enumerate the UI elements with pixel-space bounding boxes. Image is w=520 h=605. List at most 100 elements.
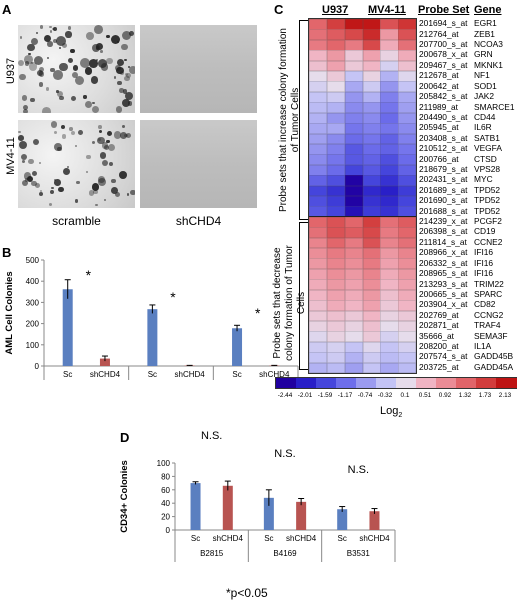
colony-dot [33,56,43,66]
heatmap-cell [362,71,381,82]
heatmap-cell [380,289,399,301]
colony-dot [49,25,52,29]
heatmap-cell [380,310,399,322]
heatmap-cell [362,341,381,353]
colony-dot [130,189,135,196]
gene-label: VPS28 [474,163,501,174]
heatmap-cell [344,133,363,145]
colony-dot [18,135,24,141]
heatmap-cell [344,227,363,239]
heatmap-cell [380,60,399,72]
scale-value-label: 2.13 [498,392,512,399]
probe-set-label: 203408_s_at [419,132,468,143]
heatmap-cell [398,268,417,280]
heatmap-cell [398,123,417,134]
colony-dot [111,178,116,184]
probe-set-label: 208965_s_at [419,268,468,279]
heatmap-cell [309,50,328,62]
heatmap-cell [326,112,346,124]
colony-dot [21,159,25,163]
heatmap-cell [309,248,328,259]
colony-dot [42,106,51,113]
heatmap-cell [326,196,346,207]
bar-shchd4 [222,485,233,530]
colony-dot [70,95,76,101]
heatmap-cell [309,331,328,343]
colony-dot [71,72,78,78]
colony-dot [115,191,121,197]
colony-dot [69,48,75,54]
heatmap-cell [398,91,417,103]
colony-dot [50,121,58,128]
bar-label: Sc [63,370,72,379]
heatmap-cell [362,248,381,259]
scale-swatch [496,378,517,388]
colony-dot [91,76,99,84]
heatmap-cell [362,268,381,280]
heatmap-cell [326,320,346,332]
heatmap-cell [398,29,417,41]
gene-label: TRIM22 [474,278,504,289]
heatmap-cell [344,19,363,30]
heatmap-cell [326,216,346,228]
scale-value-label: 0.1 [400,392,410,399]
colony-dot [111,186,119,194]
heatmap-cell [380,123,399,134]
heatmap-cell [309,362,328,374]
colony-dot [30,98,35,103]
colony-dot [84,67,93,75]
scale-swatch [296,378,317,388]
gene-label: MKNK1 [474,59,503,70]
heatmap-cell [398,102,417,114]
colony-dot [19,73,26,81]
colony-dot [120,132,127,140]
heatmap-cell [380,227,399,239]
heatmap-cell [398,164,417,176]
heatmap-cell [380,248,399,259]
y-tick-label: 200 [26,320,40,329]
colony-dot [101,159,109,167]
colony-dot [117,81,122,86]
heatmap-cell [309,320,328,332]
bar-sc [337,509,348,530]
heatmap-cell [344,289,363,301]
probe-set-label: 200665_s_at [419,288,468,299]
heatmap-cell [380,50,399,62]
heatmap-cell [362,19,381,30]
probe-set-label: 201690_s_at [419,195,468,206]
probe-set-label: 201694_s_at [419,18,468,29]
scale-value-label: 1.73 [478,392,492,399]
colony-dot [74,199,78,203]
colony-dot [18,59,25,66]
y-tick-label: 80 [161,472,170,481]
bar-label: shCHD4 [175,370,206,379]
scale-swatch [376,378,397,388]
heatmap-cell [326,227,346,239]
heatmap-cell [326,29,346,41]
colony-dot [31,180,37,187]
colony-dot [106,57,113,65]
heatmap-cell [326,81,346,93]
colony-dot [46,57,50,60]
bar-label: Sc [191,534,200,543]
footnote-pvalue: *p<0.05 [226,586,268,600]
colony-dot [85,170,88,173]
y-tick-label: 100 [26,341,40,350]
heatmap-cell [309,300,328,311]
heatmap-bracket-bottom [299,222,308,370]
gene-label: EGR1 [474,18,497,29]
colony-dot [106,34,110,39]
heatmap-cell [362,185,381,197]
colony-dot [57,90,64,97]
y-tick-label: 100 [157,459,171,468]
heatmap-cell [344,352,363,363]
colony-dot [45,87,50,91]
heatmap-cell [344,39,363,51]
colony-dot [104,144,110,150]
probe-set-label: 35666_at [419,330,454,341]
heatmap-cell [380,196,399,207]
colony-dot [38,191,44,197]
heatmap-cell [326,206,346,218]
colony-dot [27,43,35,52]
bar-label: shCHD4 [213,534,244,543]
